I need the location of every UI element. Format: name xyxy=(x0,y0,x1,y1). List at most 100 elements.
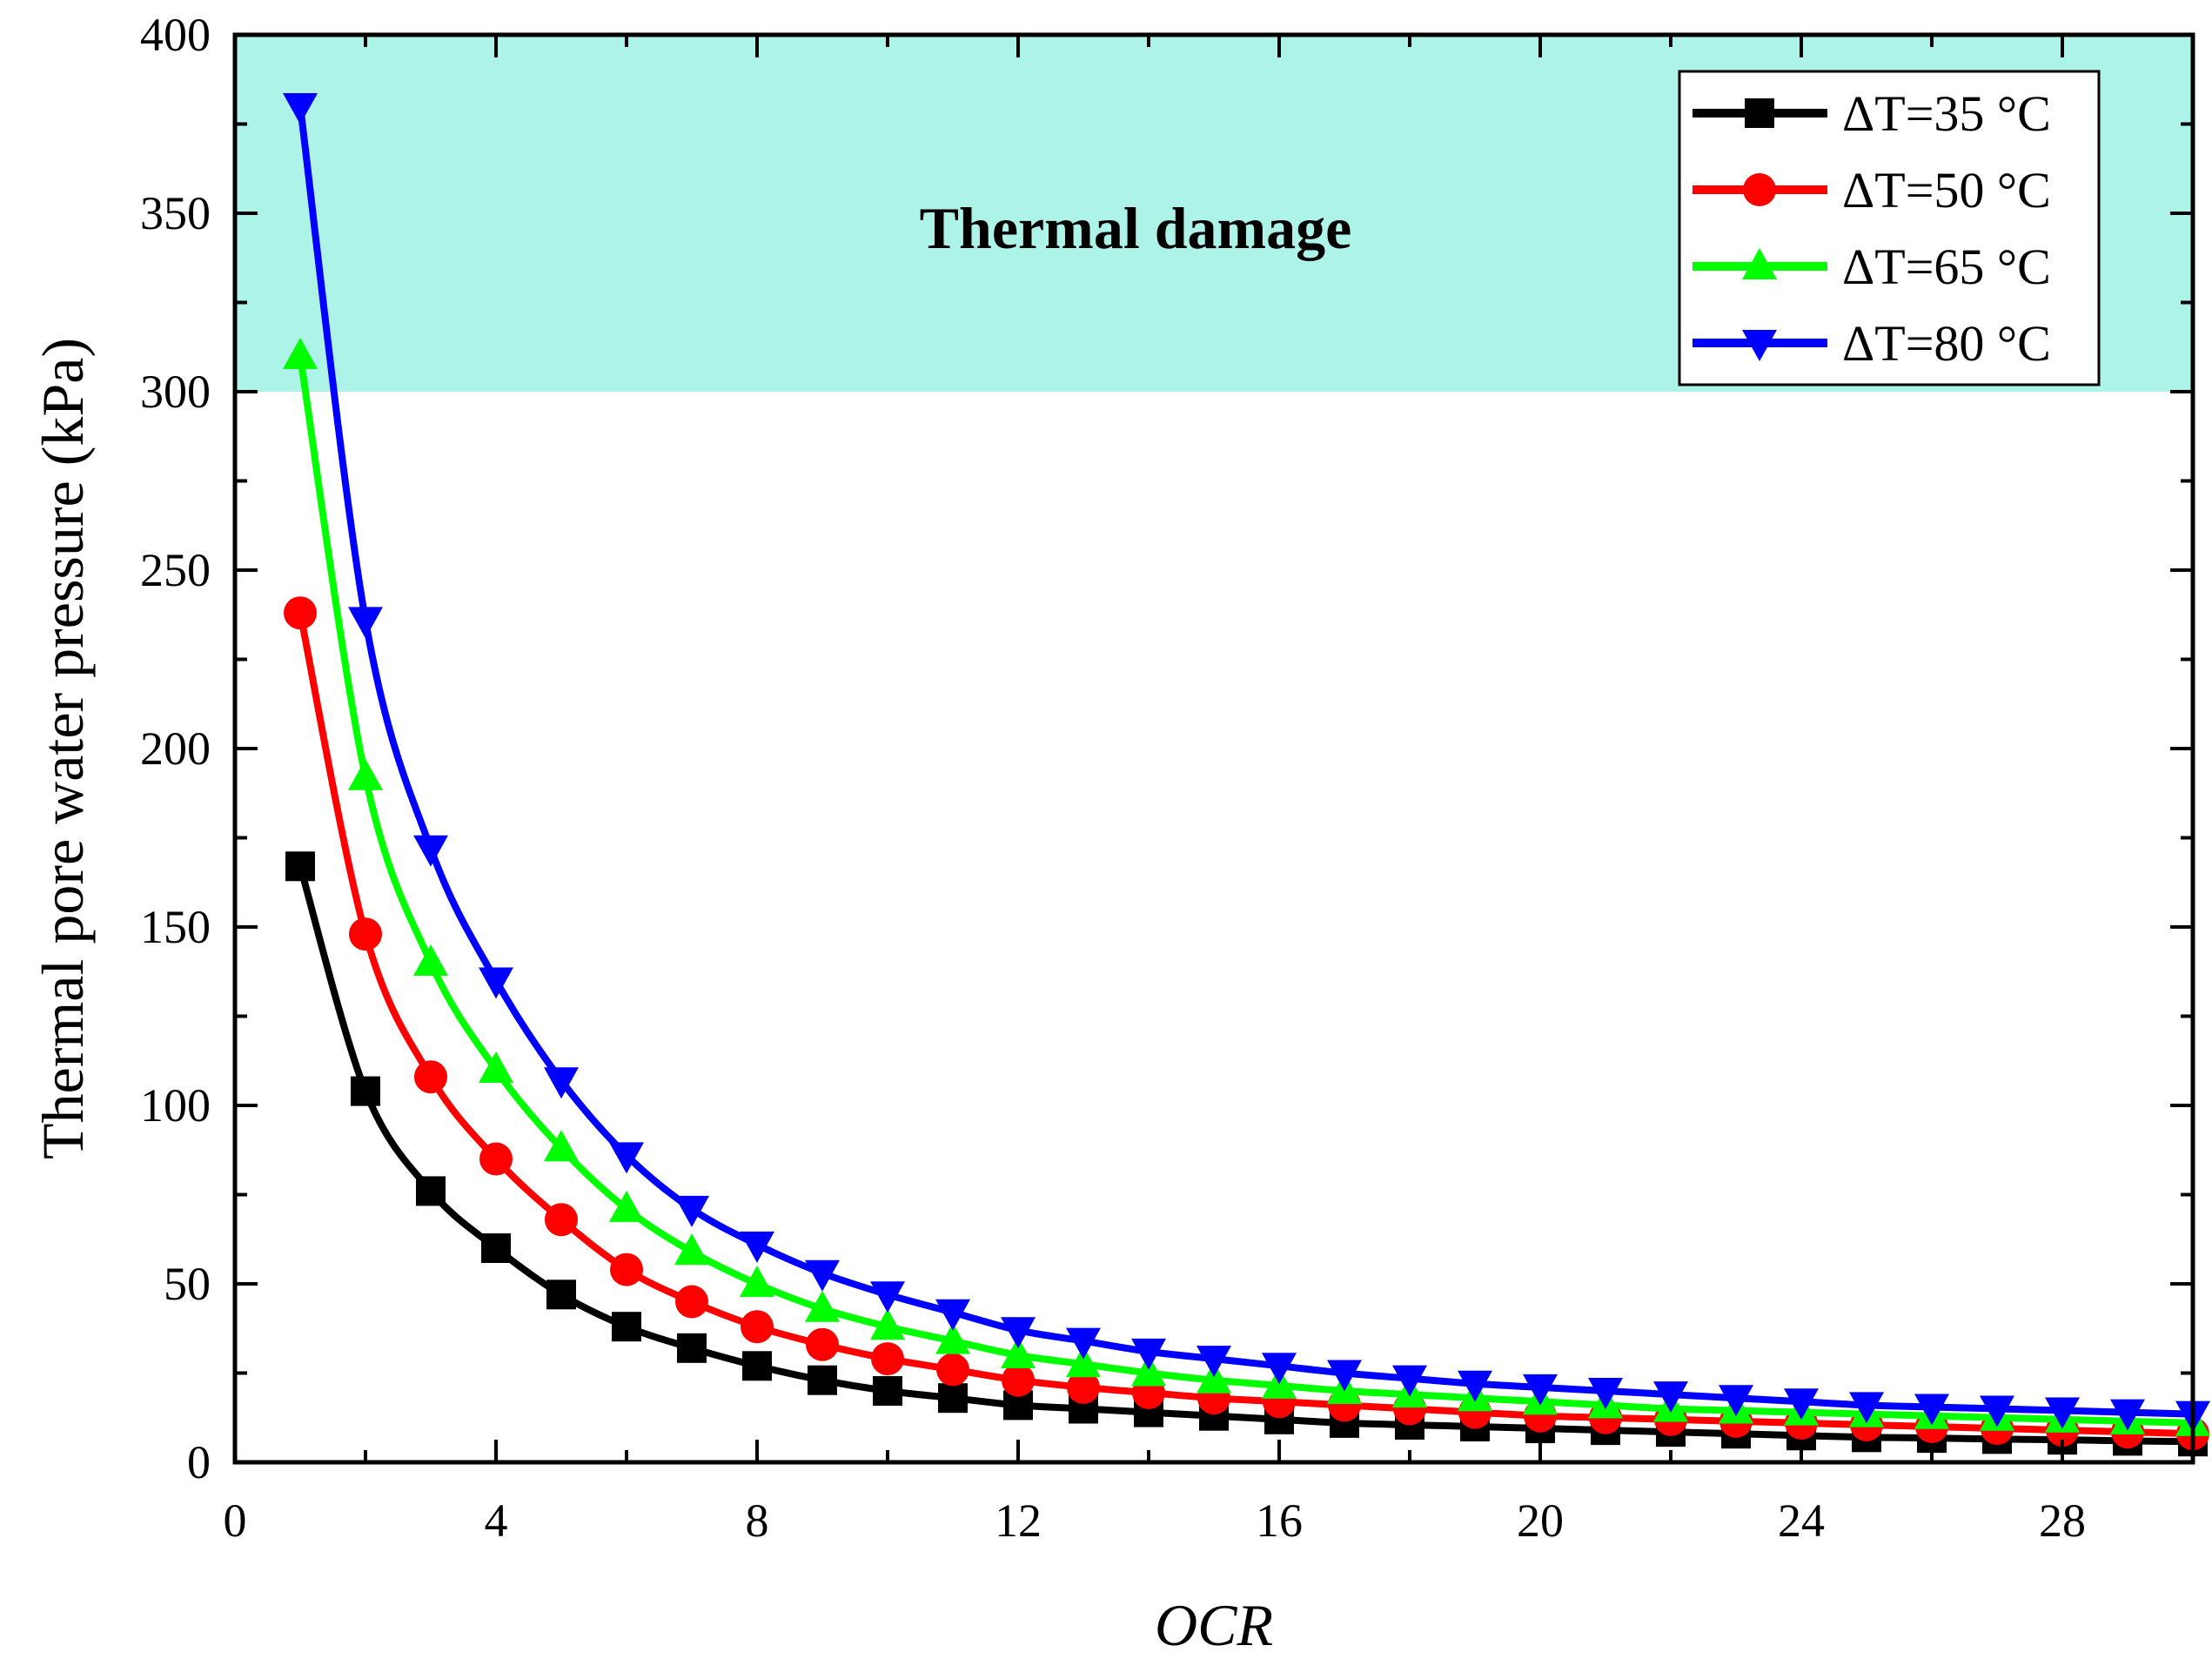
data-point xyxy=(416,1176,446,1206)
data-point xyxy=(805,1290,840,1322)
legend: ΔT=35 °C ΔT=50 °C ΔT=65 °C ΔT=80 °C xyxy=(1678,70,2101,386)
data-point xyxy=(1914,1394,1949,1426)
data-point xyxy=(1262,1353,1297,1385)
data-point xyxy=(544,1067,579,1099)
data-point xyxy=(1131,1338,1166,1370)
data-point xyxy=(1131,1354,1166,1387)
data-point xyxy=(677,1333,707,1363)
data-point xyxy=(1849,1392,1884,1424)
legend-label: ΔT=65 °C xyxy=(1842,238,2051,295)
legend-item: ΔT=50 °C xyxy=(1693,162,2051,218)
legend-item: ΔT=35 °C xyxy=(1693,85,2051,142)
x-tick-label: 12 xyxy=(995,1494,1042,1547)
legend-marker xyxy=(1742,330,1777,361)
data-point xyxy=(1002,1363,1035,1397)
data-point xyxy=(1392,1365,1427,1397)
y-tick-label: 350 xyxy=(140,187,211,239)
legend-item: ΔT=65 °C xyxy=(1693,238,2051,295)
series-line xyxy=(297,355,2194,1427)
x-tick-label: 20 xyxy=(1517,1494,1564,1547)
data-point xyxy=(351,1076,380,1106)
data-point xyxy=(870,1281,905,1313)
data-point xyxy=(1719,1385,1753,1417)
x-axis-title: OCR xyxy=(1155,1592,1273,1658)
data-point xyxy=(546,1280,576,1310)
ticks-layer: 0 4 8 12 16 20 24 28 0 50 100 150 200 250 300 350 400 xyxy=(140,9,2195,1547)
data-point xyxy=(609,1142,644,1174)
x-tick-label: 0 xyxy=(224,1494,247,1547)
x-tick-label: 8 xyxy=(746,1494,769,1547)
x-tick-label: 24 xyxy=(1778,1494,1825,1547)
series-4 xyxy=(283,93,2210,1433)
data-point xyxy=(873,1376,902,1406)
data-point xyxy=(675,1285,708,1319)
y-tick-label: 400 xyxy=(140,9,211,61)
data-point xyxy=(740,1266,774,1297)
legend-marker xyxy=(1743,173,1776,206)
data-point xyxy=(935,1299,970,1331)
thermal-damage-label: Thermal damage xyxy=(920,195,1352,261)
series-3 xyxy=(283,338,2210,1436)
data-point xyxy=(1001,1337,1036,1368)
series-line xyxy=(297,865,2194,1446)
data-point xyxy=(1653,1381,1688,1414)
data-point xyxy=(1458,1370,1492,1402)
y-axis-title: Thermal pore water pressure (kPa) xyxy=(30,338,96,1159)
data-point xyxy=(612,1312,641,1342)
data-point xyxy=(413,944,448,976)
data-point xyxy=(870,1308,905,1340)
legend-item: ΔT=80 °C xyxy=(1693,315,2051,372)
x-tick-label: 4 xyxy=(485,1494,508,1547)
data-point xyxy=(806,1327,839,1361)
y-tick-label: 50 xyxy=(164,1258,211,1310)
data-point xyxy=(936,1353,969,1387)
data-point xyxy=(544,1130,579,1162)
data-point xyxy=(1196,1361,1231,1394)
data-point xyxy=(674,1233,709,1266)
series-layer xyxy=(283,93,2210,1457)
x-tick-label: 28 xyxy=(2039,1494,2086,1547)
data-point xyxy=(1588,1378,1623,1409)
y-tick-label: 200 xyxy=(140,722,211,775)
data-point xyxy=(414,1060,447,1094)
data-point xyxy=(2045,1397,2080,1429)
data-point xyxy=(285,851,315,882)
legend-label: ΔT=80 °C xyxy=(1842,315,2051,372)
y-tick-label: 0 xyxy=(187,1436,211,1488)
data-point xyxy=(741,1310,774,1344)
legend-marker xyxy=(1742,248,1777,279)
data-point xyxy=(413,835,448,867)
data-point xyxy=(1327,1360,1362,1392)
data-point xyxy=(479,967,513,999)
data-point xyxy=(348,607,383,639)
data-point xyxy=(808,1365,837,1395)
legend-label: ΔT=50 °C xyxy=(1842,162,2051,218)
data-point xyxy=(1196,1346,1231,1378)
data-point xyxy=(740,1231,774,1263)
legend-label: ΔT=35 °C xyxy=(1842,85,2051,142)
data-point xyxy=(742,1351,772,1381)
data-point xyxy=(1784,1388,1819,1421)
data-point xyxy=(283,338,318,369)
data-point xyxy=(1067,1370,1100,1404)
data-point xyxy=(610,1253,643,1286)
data-point xyxy=(481,1233,511,1263)
data-point xyxy=(935,1322,970,1354)
data-point xyxy=(609,1190,644,1222)
data-point xyxy=(805,1259,840,1292)
data-point xyxy=(1066,1346,1101,1378)
y-tick-label: 300 xyxy=(140,366,211,418)
data-point xyxy=(545,1203,578,1237)
data-point xyxy=(284,596,317,630)
data-point xyxy=(1066,1327,1101,1360)
data-point xyxy=(1523,1374,1558,1406)
series-2 xyxy=(284,596,2209,1451)
y-tick-label: 150 xyxy=(140,901,211,953)
data-point xyxy=(283,93,318,124)
data-point xyxy=(1980,1395,2014,1427)
y-tick-label: 100 xyxy=(140,1079,211,1132)
data-point xyxy=(479,1051,513,1083)
data-point xyxy=(674,1195,709,1227)
data-point xyxy=(348,758,383,790)
